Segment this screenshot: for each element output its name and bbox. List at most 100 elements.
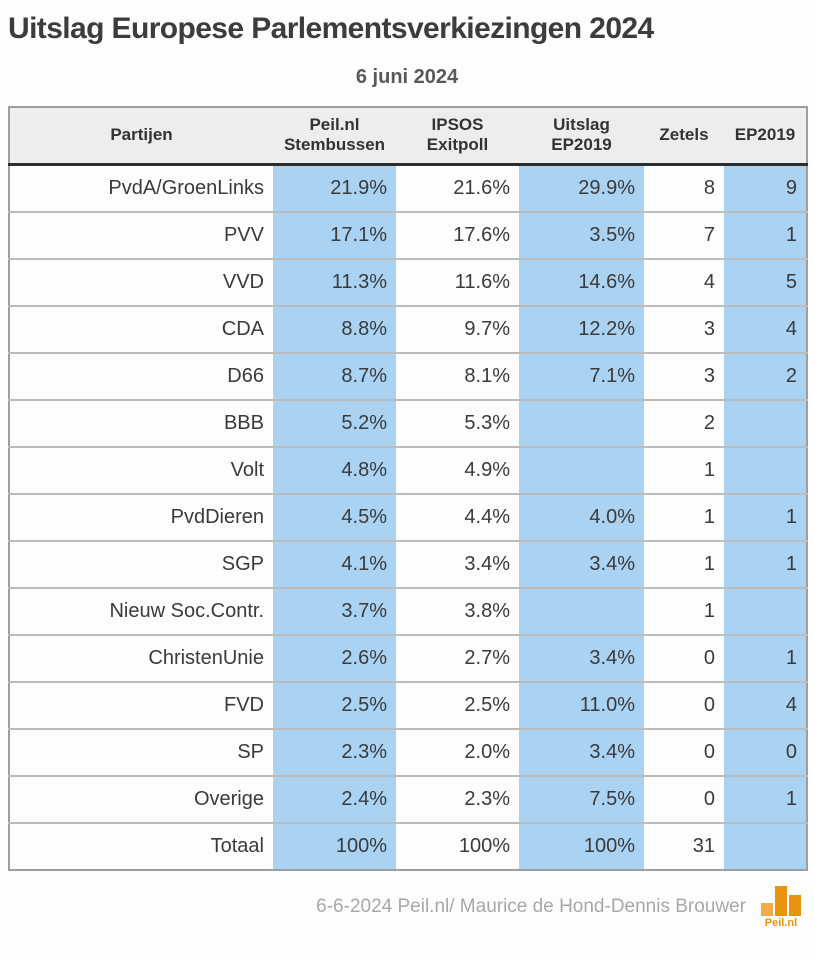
ep2019-cell [724, 445, 807, 494]
uitslag-ep2019-cell: 12.2% [519, 304, 644, 353]
table-row: FVD 2.5% 2.5% 11.0% 0 4 [9, 680, 807, 729]
column-header-zetels: Zetels [644, 107, 724, 166]
ipsos-exitpoll-cell: 9.7% [396, 304, 519, 353]
ep2019-cell: 5 [724, 257, 807, 306]
zetels-cell: 1 [644, 586, 724, 635]
peilnl-stembussen-cell: 100% [273, 821, 396, 870]
peilnl-stembussen-cell: 3.7% [273, 586, 396, 635]
ep2019-cell: 1 [724, 210, 807, 259]
table-row: BBB 5.2% 5.3% 2 [9, 398, 807, 447]
uitslag-ep2019-cell: 14.6% [519, 257, 644, 306]
column-header-ipsos-exitpoll: IPSOS Exitpoll [396, 107, 519, 166]
peilnl-logo-label: Peil.nl [764, 916, 798, 929]
peilnl-stembussen-cell: 17.1% [273, 210, 396, 259]
ipsos-exitpoll-cell: 3.8% [396, 586, 519, 635]
table-row: Totaal 100% 100% 100% 31 [9, 821, 807, 870]
zetels-cell: 1 [644, 539, 724, 588]
uitslag-ep2019-cell [519, 586, 644, 635]
zetels-cell: 3 [644, 304, 724, 353]
zetels-cell: 0 [644, 680, 724, 729]
zetels-cell: 31 [644, 821, 724, 870]
column-header-partijen: Partijen [9, 107, 273, 166]
party-name-cell: Volt [9, 445, 273, 494]
peilnl-stembussen-cell: 4.8% [273, 445, 396, 494]
ep2019-cell: 4 [724, 680, 807, 729]
uitslag-ep2019-cell: 100% [519, 821, 644, 870]
party-name-cell: D66 [9, 351, 273, 400]
bar-chart-icon [761, 885, 801, 916]
uitslag-ep2019-cell: 7.5% [519, 774, 644, 823]
uitslag-ep2019-cell [519, 445, 644, 494]
zetels-cell: 1 [644, 445, 724, 494]
ep2019-cell [724, 398, 807, 447]
peilnl-stembussen-cell: 11.3% [273, 257, 396, 306]
party-name-cell: BBB [9, 398, 273, 447]
table-row: PvdDieren 4.5% 4.4% 4.0% 1 1 [9, 492, 807, 541]
header-row: Partijen Peil.nl Stembussen IPSOS Exitpo… [9, 107, 807, 166]
footer-credit: 6-6-2024 Peil.nl/ Maurice de Hond-Dennis… [316, 896, 746, 918]
ep2019-cell: 9 [724, 164, 807, 212]
peilnl-stembussen-cell: 2.3% [273, 727, 396, 776]
table-row: PvdA/GroenLinks 21.9% 21.6% 29.9% 8 9 [9, 164, 807, 212]
ep2019-cell: 1 [724, 774, 807, 823]
ipsos-exitpoll-cell: 100% [396, 821, 519, 870]
zetels-cell: 0 [644, 727, 724, 776]
peilnl-stembussen-cell: 2.5% [273, 680, 396, 729]
peilnl-stembussen-cell: 2.6% [273, 633, 396, 682]
zetels-cell: 7 [644, 210, 724, 259]
party-name-cell: SGP [9, 539, 273, 588]
ep2019-cell [724, 586, 807, 635]
uitslag-ep2019-cell: 7.1% [519, 351, 644, 400]
uitslag-ep2019-cell: 3.4% [519, 633, 644, 682]
peilnl-stembussen-cell: 4.5% [273, 492, 396, 541]
uitslag-ep2019-cell: 11.0% [519, 680, 644, 729]
ipsos-exitpoll-cell: 2.7% [396, 633, 519, 682]
party-name-cell: ChristenUnie [9, 633, 273, 682]
party-name-cell: VVD [9, 257, 273, 306]
results-table-header: Partijen Peil.nl Stembussen IPSOS Exitpo… [9, 107, 807, 166]
ipsos-exitpoll-cell: 8.1% [396, 351, 519, 400]
party-name-cell: Nieuw Soc.Contr. [9, 586, 273, 635]
page-subtitle: 6 juni 2024 [355, 66, 459, 88]
table-row: CDA 8.8% 9.7% 12.2% 3 4 [9, 304, 807, 353]
party-name-cell: Totaal [9, 821, 273, 870]
table-row: Overige 2.4% 2.3% 7.5% 0 1 [9, 774, 807, 823]
party-name-cell: PvdDieren [9, 492, 273, 541]
table-row: VVD 11.3% 11.6% 14.6% 4 5 [9, 257, 807, 306]
ipsos-exitpoll-cell: 21.6% [453, 176, 510, 199]
ep2019-cell: 4 [724, 304, 807, 353]
peilnl-stembussen-cell: 4.1% [273, 539, 396, 588]
uitslag-ep2019-cell: 29.9% [519, 164, 644, 212]
results-table: Partijen Peil.nl Stembussen IPSOS Exitpo… [8, 106, 808, 871]
uitslag-ep2019-cell: 3.5% [519, 210, 644, 259]
results-table-body: PvdA/GroenLinks 21.9% 21.6% 29.9% 8 9 PV… [9, 164, 807, 870]
uitslag-ep2019-cell [519, 398, 644, 447]
table-row: Volt 4.8% 4.9% 1 [9, 445, 807, 494]
table-row: ChristenUnie 2.6% 2.7% 3.4% 0 1 [9, 633, 807, 682]
party-name-cell: Overige [9, 774, 273, 823]
footer: 6-6-2024 Peil.nl/ Maurice de Hond-Dennis… [0, 885, 814, 929]
infographic-page: Uitslag Europese Parlementsverkiezingen … [0, 12, 814, 958]
page-title: Uitslag Europese Parlementsverkiezingen … [8, 12, 654, 45]
ep2019-cell [724, 821, 807, 870]
ipsos-exitpoll-cell: 2.3% [396, 774, 519, 823]
column-header-ep2019: EP2019 [724, 107, 807, 166]
ipsos-exitpoll-cell: 11.6% [396, 257, 519, 306]
peilnl-stembussen-cell: 8.7% [273, 351, 396, 400]
ipsos-exitpoll-cell: 2.0% [396, 727, 519, 776]
table-row: PVV 17.1% 17.6% 3.5% 7 1 [9, 210, 807, 259]
zetels-cell: 2 [644, 398, 724, 447]
ipsos-exitpoll-cell: 4.9% [396, 445, 519, 494]
party-name-cell: SP [9, 727, 273, 776]
table-row: SGP 4.1% 3.4% 3.4% 1 1 [9, 539, 807, 588]
table-row: D66 8.7% 8.1% 7.1% 3 2 [9, 351, 807, 400]
table-row: SP 2.3% 2.0% 3.4% 0 0 [9, 727, 807, 776]
ep2019-cell: 1 [724, 492, 807, 541]
peilnl-stembussen-cell: 21.9% [273, 164, 396, 212]
peilnl-stembussen-cell: 2.4% [273, 774, 396, 823]
ep2019-cell: 1 [724, 633, 807, 682]
table-row: Nieuw Soc.Contr. 3.7% 3.8% 1 [9, 586, 807, 635]
zetels-cell: 3 [644, 351, 724, 400]
uitslag-ep2019-cell: 3.4% [519, 539, 644, 588]
party-name-cell: CDA [9, 304, 273, 353]
